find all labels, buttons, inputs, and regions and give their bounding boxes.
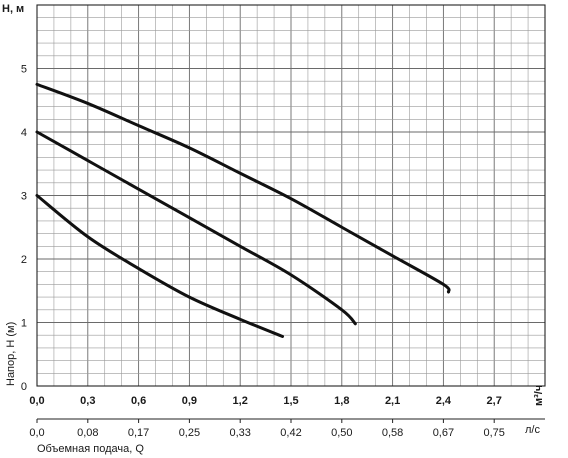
y-axis-top-label: H, м xyxy=(2,3,24,15)
pump-curve-1 xyxy=(35,194,285,338)
x-tick-labels: 0,0 0,3 0,6 0,9 1,2 1,5 1,8 2,1 2,4 2,7 xyxy=(29,395,501,407)
x-tick-label: 2,1 xyxy=(385,395,400,407)
x-tick-label: 1,2 xyxy=(233,395,248,407)
x-tick-label: 0,0 xyxy=(29,395,44,407)
x-secondary-tick-label: 0,42 xyxy=(280,427,301,439)
x-tick-label: 0,9 xyxy=(182,395,197,407)
y-tick-label: 3 xyxy=(21,191,27,203)
x-tick-label: 1,8 xyxy=(334,395,349,407)
x-secondary-tick-label: 0,67 xyxy=(433,427,454,439)
x-axis-secondary-label: Объемная подача, Q xyxy=(37,443,144,455)
y-tick-label: 2 xyxy=(21,254,27,266)
x-tick-label: 1,5 xyxy=(283,395,298,407)
x-secondary-tick-label: 0,75 xyxy=(483,427,504,439)
grid xyxy=(36,4,546,387)
y-tick-label: 4 xyxy=(21,127,27,139)
x-secondary-tick-label: 0,08 xyxy=(77,427,98,439)
y-tick-label: 1 xyxy=(21,318,27,330)
pump-curve-3 xyxy=(35,82,451,294)
x-tick-label: 2,7 xyxy=(487,395,502,407)
x-secondary-tick-label: 0,50 xyxy=(331,427,352,439)
x-secondary-tick-label: 0,0 xyxy=(29,427,44,439)
x-secondary-tick-label: 0,25 xyxy=(179,427,200,439)
x-axis-unit-primary: м³/ч xyxy=(533,385,545,406)
x-tick-label: 2,4 xyxy=(436,395,452,407)
y-tick-labels: 0 1 2 3 4 5 xyxy=(21,64,27,394)
y-tick-label: 5 xyxy=(21,64,27,76)
y-axis-side-label: Напор, H (м) xyxy=(5,322,17,386)
x-tick-label: 0,6 xyxy=(131,395,146,407)
x-secondary-tick-label: 0,58 xyxy=(382,427,403,439)
x-axis-unit-secondary: л/с xyxy=(525,424,540,436)
x-tick-label: 0,3 xyxy=(80,395,95,407)
y-tick-label: 0 xyxy=(21,381,27,393)
x-secondary-tick-label: 0,33 xyxy=(229,427,250,439)
curves xyxy=(35,82,451,338)
pump-curve-2 xyxy=(35,130,357,326)
x-secondary-tick-label: 0,17 xyxy=(128,427,149,439)
x-secondary-tick-labels: 0,0 0,08 0,17 0,25 0,33 0,42 0,50 0,58 0,67 0,75 xyxy=(29,419,505,439)
